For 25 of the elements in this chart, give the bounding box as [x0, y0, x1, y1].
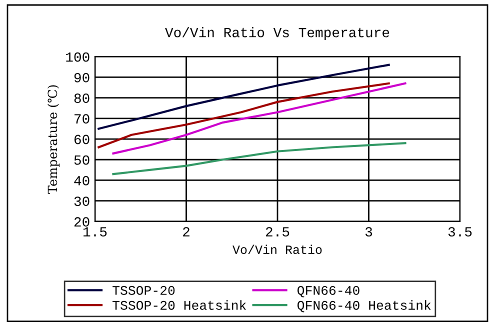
chart-title: Vo/Vin Ratio Vs Temperature — [165, 27, 390, 40]
legend-label: QFN66-40 — [298, 286, 360, 298]
x-tick-label: 3 — [365, 227, 372, 237]
x-tick-label: 1.5 — [84, 227, 107, 237]
legend-label: TSSOP-20 Heatsink — [112, 300, 246, 310]
line-series — [98, 82, 390, 148]
x-tick-label: 3.5 — [448, 227, 472, 237]
x-tick-label: 2 — [183, 227, 190, 236]
y-tick-label: 100 — [66, 52, 90, 62]
y-tick-label: 70 — [74, 114, 90, 124]
y-tick-label: 90 — [74, 72, 90, 82]
y-tick-label: 80 — [74, 94, 90, 103]
line-series — [98, 64, 390, 130]
line-series — [112, 142, 406, 176]
y-axis-title: Temperature (℃) — [47, 85, 60, 194]
y-tick-label: 30 — [74, 196, 90, 206]
x-tick-label: 2.5 — [266, 227, 290, 237]
x-axis-title: Vo/Vin Ratio — [232, 244, 322, 254]
y-tick-label: 60 — [74, 134, 90, 144]
y-tick-label: 50 — [74, 155, 90, 165]
legend-label: QFN66-40 Heatsink — [298, 300, 431, 312]
line-series — [112, 82, 406, 154]
y-tick-label: 40 — [74, 176, 90, 186]
legend-label: TSSOP-20 — [112, 286, 175, 295]
y-tick-label: 20 — [74, 217, 90, 227]
